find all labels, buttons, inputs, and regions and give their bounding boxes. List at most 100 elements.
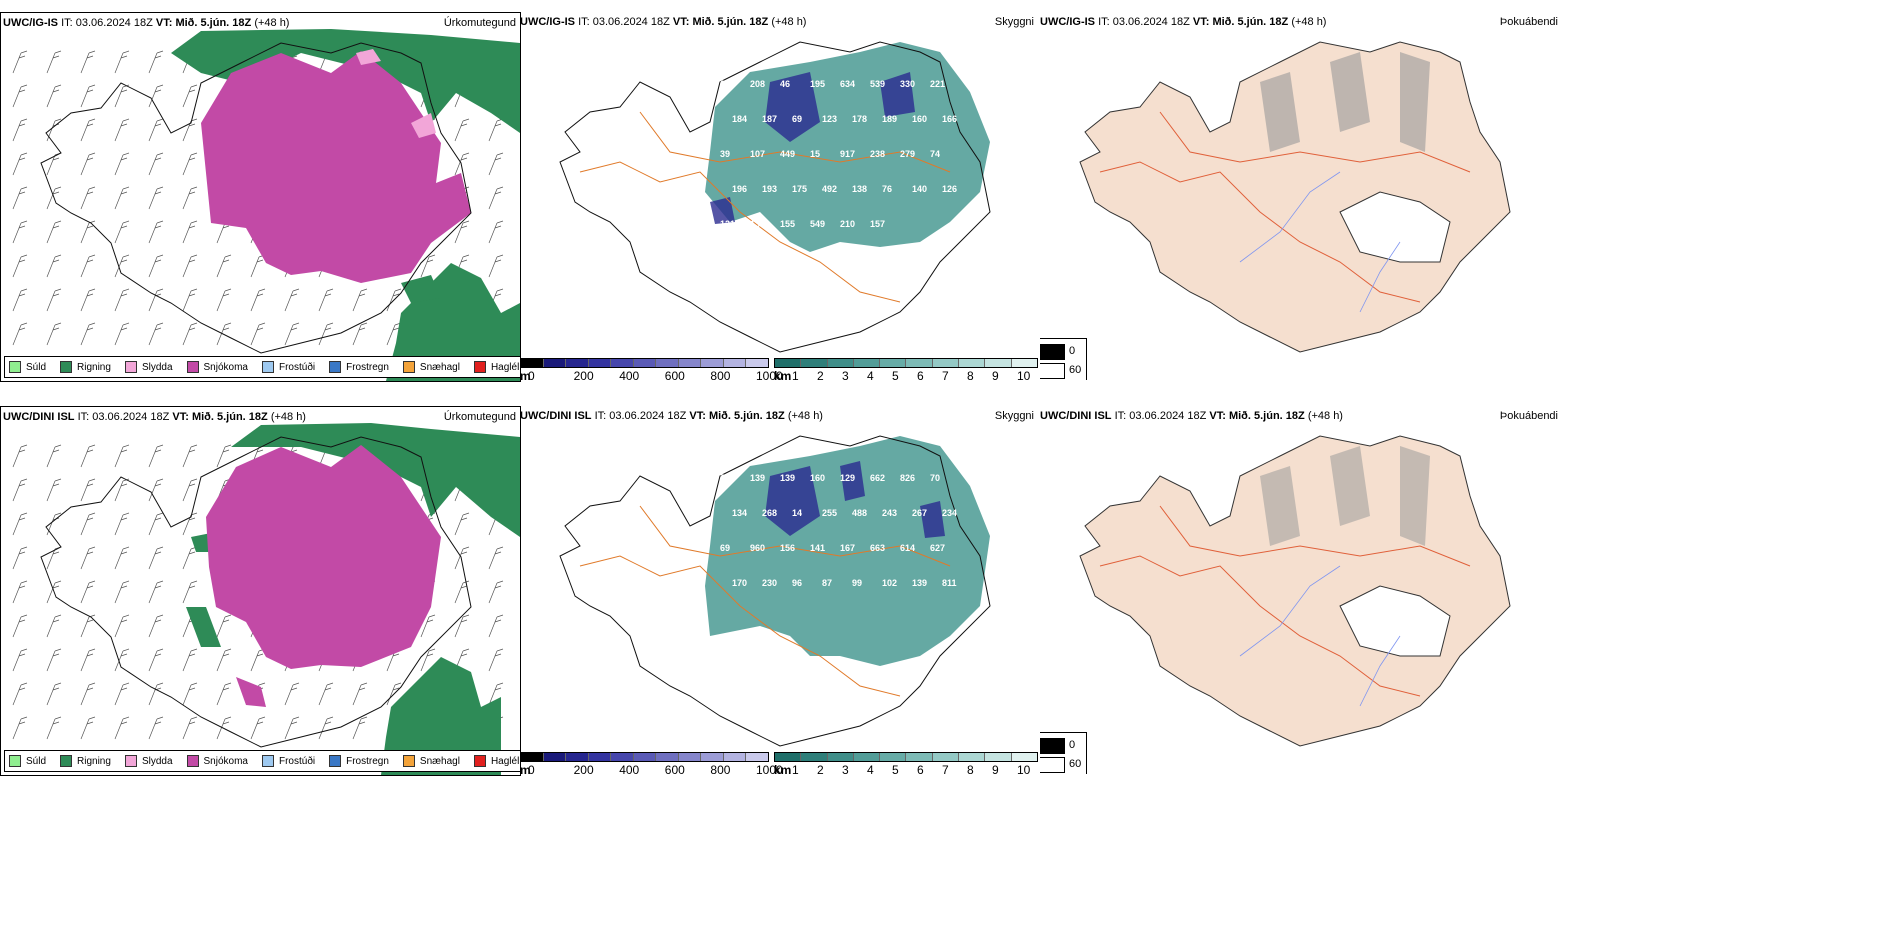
tick-label: 10 bbox=[1017, 763, 1031, 774]
wind-barb bbox=[12, 512, 28, 536]
wind-barb bbox=[12, 50, 28, 74]
wind-barb bbox=[386, 682, 402, 706]
it-value: 03.06.2024 18Z bbox=[1129, 410, 1207, 422]
wind-barb bbox=[488, 682, 504, 706]
fog-shading bbox=[1260, 446, 1430, 546]
legend-swatch bbox=[402, 755, 415, 767]
visibility-unit: km bbox=[774, 763, 792, 774]
wind-barb bbox=[318, 716, 334, 740]
colorbar-segment bbox=[678, 359, 702, 367]
wind-barb bbox=[488, 648, 504, 672]
cloud-base-label: 61 bbox=[720, 79, 730, 89]
product-title: Úrkomutegund bbox=[443, 411, 516, 423]
cloud-base-label: 129 bbox=[840, 473, 855, 483]
colorbar-segment bbox=[701, 359, 724, 367]
cloud-base-label: 662 bbox=[870, 473, 885, 483]
colorbar-segment bbox=[701, 753, 724, 761]
legend-item-slydda: Slydda bbox=[124, 361, 173, 373]
wind-barb bbox=[114, 152, 130, 176]
cloud-base-label: 178 bbox=[852, 114, 867, 124]
cloud-base-label: 102 bbox=[882, 578, 897, 588]
tick-label: 2 bbox=[817, 369, 824, 380]
wind-barb bbox=[250, 716, 266, 740]
wind-barb bbox=[250, 322, 266, 346]
wind-barb bbox=[46, 186, 62, 210]
it-value: 03.06.2024 18Z bbox=[609, 410, 687, 422]
fog-map-igis bbox=[1079, 41, 1511, 353]
wind-barb bbox=[284, 716, 300, 740]
colorbar-segment bbox=[723, 359, 747, 367]
cloud-base-label: 189 bbox=[882, 114, 897, 124]
colorbar-segment bbox=[588, 359, 612, 367]
cloud-base-label: 221 bbox=[930, 79, 945, 89]
wind-barb bbox=[46, 50, 62, 74]
wind-barb bbox=[46, 614, 62, 638]
tick-label: 8 bbox=[967, 763, 974, 774]
visibility-map-dini: 799 139 139 160 129 662 826 70 134 268 14 255 488 243… bbox=[559, 435, 991, 747]
cloud-base-label: 121 bbox=[720, 219, 735, 229]
tick-label: 1000 bbox=[756, 763, 783, 774]
visibility-colorbar bbox=[774, 358, 1038, 368]
legend-label: Frostúði bbox=[278, 755, 316, 767]
legend-swatch bbox=[261, 361, 274, 373]
wind-barb bbox=[80, 50, 96, 74]
wind-barb bbox=[182, 118, 198, 142]
lead-time: (+48 h) bbox=[1307, 410, 1343, 422]
wind-barb bbox=[352, 716, 368, 740]
wind-barb bbox=[182, 220, 198, 244]
panel-fog-igis: UWC/IG-IS IT: 03.06.2024 18Z VT: Mið. 5.… bbox=[1040, 12, 1560, 380]
wind-barb bbox=[250, 288, 266, 312]
wind-barb bbox=[80, 254, 96, 278]
vt-label: VT: bbox=[689, 410, 706, 422]
wind-barb bbox=[250, 648, 266, 672]
land-fill bbox=[1079, 435, 1511, 747]
cloud-base-label: 826 bbox=[900, 473, 915, 483]
wind-barb bbox=[12, 118, 28, 142]
legend-swatch bbox=[9, 755, 21, 767]
cloud-base-label: 330 bbox=[900, 79, 915, 89]
wind-barb bbox=[284, 288, 300, 312]
legend-item-snjokoma: Snjókoma bbox=[186, 361, 248, 373]
lead-time: (+48 h) bbox=[270, 411, 306, 423]
cloud-base-unit: m bbox=[520, 369, 531, 380]
fog-legend-label: 0 bbox=[1069, 739, 1076, 751]
wind-barb bbox=[12, 580, 28, 604]
wind-barb bbox=[454, 512, 470, 536]
coastline bbox=[559, 41, 991, 353]
cloud-base-label: 230 bbox=[762, 578, 777, 588]
cloud-base-label: 134 bbox=[732, 508, 747, 518]
tick-label: 200 bbox=[573, 369, 594, 380]
model-name: UWC/DINI ISL bbox=[520, 410, 592, 422]
cloud-base-label: 210 bbox=[840, 219, 855, 229]
legend-item-frostudi: Frostúði bbox=[261, 361, 315, 373]
colorbar-segment bbox=[775, 359, 802, 367]
cloud-base-label: 267 bbox=[912, 508, 927, 518]
wind-barb bbox=[12, 444, 28, 468]
wind-barb bbox=[284, 682, 300, 706]
tick-label: 200 bbox=[573, 763, 594, 774]
wind-barb bbox=[46, 478, 62, 502]
legend-item-frostregn: Frostregn bbox=[329, 361, 389, 373]
glacier-white bbox=[1339, 191, 1451, 263]
tick-label: 0 bbox=[528, 369, 535, 380]
visibility-map-igis: 61 208 46 195 634 539 330 221 184 187 69 123 178 189 1… bbox=[559, 41, 991, 353]
wind-barb bbox=[488, 614, 504, 638]
wind-barb bbox=[148, 288, 164, 312]
vt-label: VT: bbox=[1209, 410, 1226, 422]
colorbar-segment bbox=[1011, 753, 1037, 761]
cloud-base-label: 160 bbox=[912, 114, 927, 124]
wind-barb bbox=[114, 220, 130, 244]
wind-barb bbox=[114, 50, 130, 74]
legend-item-slydda: Slydda bbox=[124, 755, 173, 767]
wind-barb bbox=[488, 220, 504, 244]
fog-legend-label: 0 bbox=[1069, 345, 1076, 357]
cloud-base-label: 799 bbox=[720, 473, 735, 483]
colorbar-segment bbox=[543, 753, 567, 761]
wind-barb bbox=[148, 682, 164, 706]
wind-barb bbox=[182, 580, 198, 604]
tick-label: 600 bbox=[664, 763, 685, 774]
model-name: UWC/DINI ISL bbox=[3, 411, 75, 423]
wind-barb bbox=[182, 186, 198, 210]
product-title: Skyggni bbox=[994, 16, 1034, 28]
tick-label: 3 bbox=[842, 369, 849, 380]
